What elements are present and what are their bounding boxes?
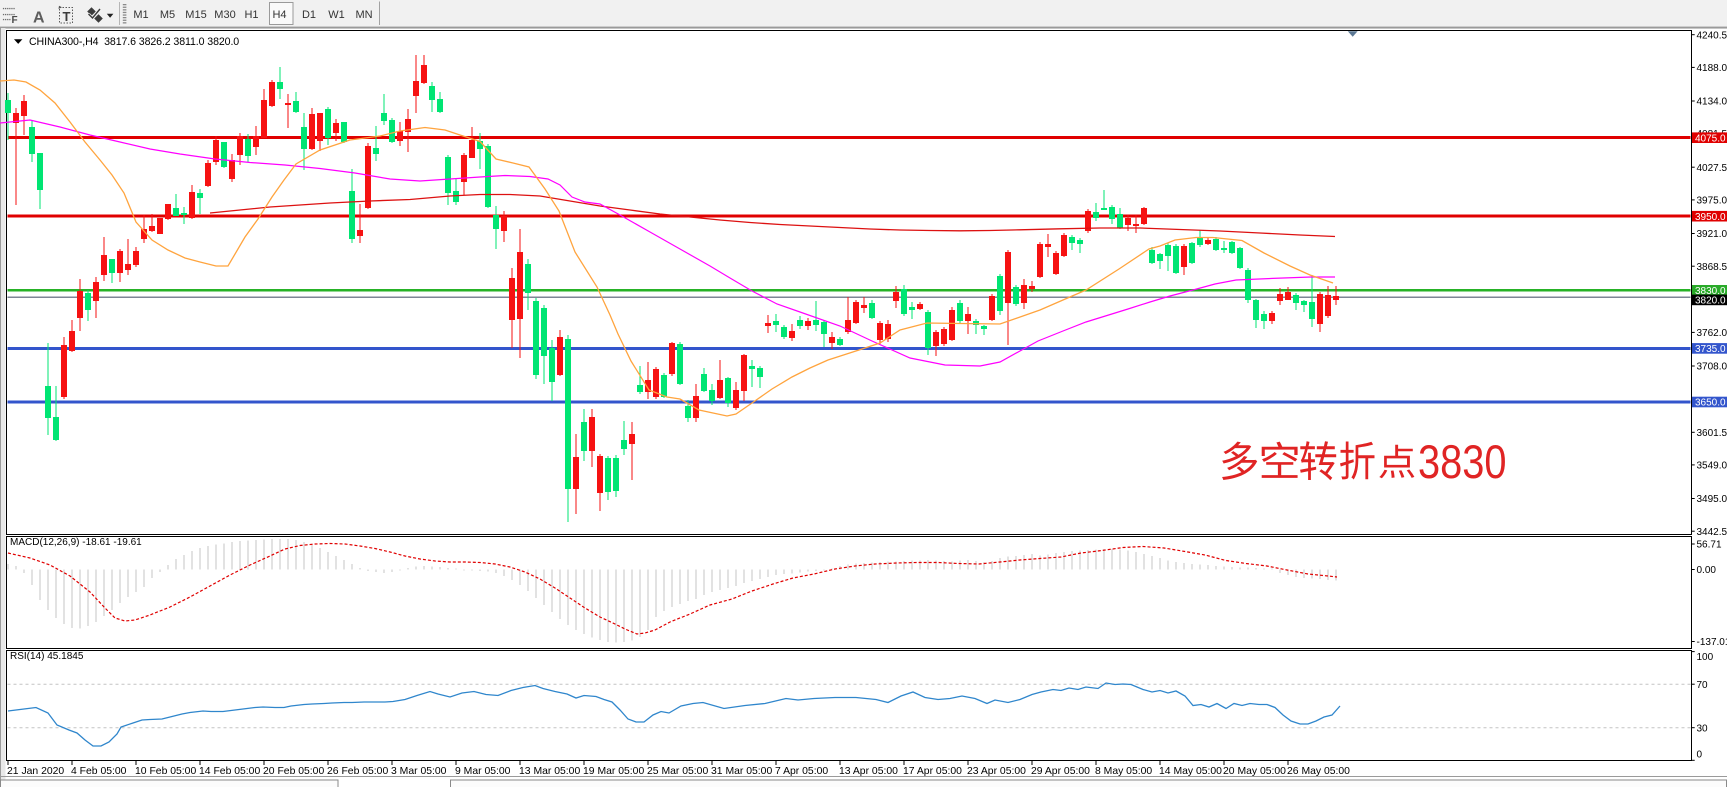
svg-text:MN: MN — [355, 9, 372, 21]
svg-text:8 May 05:00: 8 May 05:00 — [1095, 766, 1152, 777]
svg-text:3830.0: 3830.0 — [1695, 286, 1726, 297]
svg-text:23 Apr 05:00: 23 Apr 05:00 — [967, 766, 1026, 777]
svg-text:14 May 05:00: 14 May 05:00 — [1159, 766, 1222, 777]
svg-text:H4: H4 — [272, 9, 286, 21]
svg-text:H1: H1 — [244, 9, 258, 21]
svg-text:3601.5: 3601.5 — [1697, 428, 1727, 439]
svg-text:20 Feb 05:00: 20 Feb 05:00 — [263, 766, 324, 777]
svg-text:4 Feb 05:00: 4 Feb 05:00 — [71, 766, 127, 777]
svg-text:19 Mar 05:00: 19 Mar 05:00 — [583, 766, 644, 777]
svg-text:25 Mar 05:00: 25 Mar 05:00 — [647, 766, 708, 777]
svg-text:3708.0: 3708.0 — [1697, 362, 1727, 373]
svg-text:4075.0: 4075.0 — [1695, 133, 1726, 144]
svg-text:30: 30 — [1697, 723, 1709, 734]
svg-text:7 Apr 05:00: 7 Apr 05:00 — [775, 766, 828, 777]
svg-text:3762.0: 3762.0 — [1697, 328, 1727, 339]
svg-text:3868.5: 3868.5 — [1697, 262, 1727, 273]
svg-text:D1: D1 — [302, 9, 316, 21]
svg-text:MACD(12,26,9) -18.61 -19.61: MACD(12,26,9) -18.61 -19.61 — [10, 537, 142, 548]
svg-text:14 Feb 05:00: 14 Feb 05:00 — [199, 766, 260, 777]
svg-text:56.71: 56.71 — [1697, 540, 1722, 551]
svg-text:3921.0: 3921.0 — [1697, 229, 1727, 240]
svg-text:T: T — [63, 9, 71, 24]
svg-text:3975.0: 3975.0 — [1697, 196, 1727, 207]
svg-text:3735.0: 3735.0 — [1695, 344, 1726, 355]
svg-text:26 Feb 05:00: 26 Feb 05:00 — [327, 766, 388, 777]
svg-text:3650.0: 3650.0 — [1695, 398, 1726, 409]
svg-text:M30: M30 — [214, 9, 235, 21]
svg-text:9 Mar 05:00: 9 Mar 05:00 — [455, 766, 511, 777]
svg-text:3950.0: 3950.0 — [1695, 212, 1726, 223]
svg-text:M15: M15 — [185, 9, 206, 21]
svg-text:0: 0 — [1697, 750, 1703, 761]
svg-text:13 Apr 05:00: 13 Apr 05:00 — [839, 766, 898, 777]
svg-text:29 Apr 05:00: 29 Apr 05:00 — [1031, 766, 1090, 777]
svg-text:4134.0: 4134.0 — [1697, 97, 1727, 108]
svg-text:3820.0: 3820.0 — [1695, 296, 1726, 307]
svg-text:100: 100 — [1697, 652, 1714, 663]
svg-text:F: F — [12, 15, 18, 26]
svg-text:17 Apr 05:00: 17 Apr 05:00 — [903, 766, 962, 777]
svg-text:13 Mar 05:00: 13 Mar 05:00 — [519, 766, 580, 777]
svg-text:4240.5: 4240.5 — [1697, 30, 1727, 41]
svg-text:4188.0: 4188.0 — [1697, 63, 1727, 74]
svg-text:M1: M1 — [133, 9, 148, 21]
svg-text:20 May 05:00: 20 May 05:00 — [1223, 766, 1286, 777]
svg-text:3549.0: 3549.0 — [1697, 461, 1727, 472]
svg-text:3 Mar 05:00: 3 Mar 05:00 — [391, 766, 447, 777]
svg-text:0.00: 0.00 — [1697, 565, 1717, 576]
svg-text:W1: W1 — [328, 9, 345, 21]
svg-text:CHINA300-,H4 3817.6 3826.2 38: CHINA300-,H4 3817.6 3826.2 3811.0 3820.0 — [29, 36, 239, 48]
svg-text:3495.0: 3495.0 — [1697, 494, 1727, 505]
svg-text:26 May 05:00: 26 May 05:00 — [1287, 766, 1350, 777]
svg-text:3830: 3830 — [1418, 435, 1507, 488]
svg-text:A: A — [33, 10, 45, 27]
svg-text:-137.01: -137.01 — [1697, 637, 1727, 648]
svg-text:RSI(14) 45.1845: RSI(14) 45.1845 — [10, 651, 84, 662]
svg-text:70: 70 — [1697, 680, 1709, 691]
svg-text:4027.5: 4027.5 — [1697, 163, 1727, 174]
svg-text:10 Feb 05:00: 10 Feb 05:00 — [135, 766, 196, 777]
svg-text:21 Jan 2020: 21 Jan 2020 — [7, 766, 64, 777]
svg-text:3442.5: 3442.5 — [1697, 527, 1727, 538]
svg-text:M5: M5 — [160, 9, 175, 21]
svg-text:31 Mar 05:00: 31 Mar 05:00 — [711, 766, 772, 777]
